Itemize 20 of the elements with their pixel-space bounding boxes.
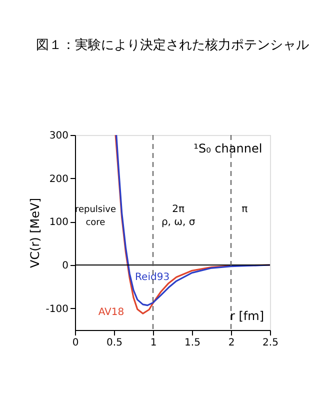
x-tick-label: 1.5: [184, 338, 200, 348]
x-tick-label: 0: [72, 338, 79, 348]
x-tick-label: 2: [228, 338, 235, 348]
annotation: ¹S₀ channel: [194, 142, 262, 156]
annotation: 2π ρ, ω, σ: [161, 204, 196, 228]
y-tick-label: 200: [49, 174, 68, 185]
y-tick-label: 0: [62, 260, 68, 272]
y-axis-title: VC(r) [MeV]: [28, 198, 42, 268]
x-axis-title: r [fm]: [230, 309, 264, 323]
annotation: π: [242, 204, 248, 216]
y-tick-label: 100: [49, 217, 68, 228]
x-tick-label: 2.5: [262, 338, 278, 348]
y-tick-label: -100: [46, 304, 68, 315]
x-tick-label: 0.5: [106, 338, 122, 348]
series-label: AV18: [98, 306, 124, 318]
x-tick-label: 1: [150, 338, 157, 348]
y-tick-label: 300: [49, 130, 68, 142]
annotation: repulsive core: [74, 205, 116, 228]
series-label: Reid93: [135, 272, 170, 284]
chart-title: 図１：実験により決定された核力ポテンシャル: [36, 37, 309, 52]
